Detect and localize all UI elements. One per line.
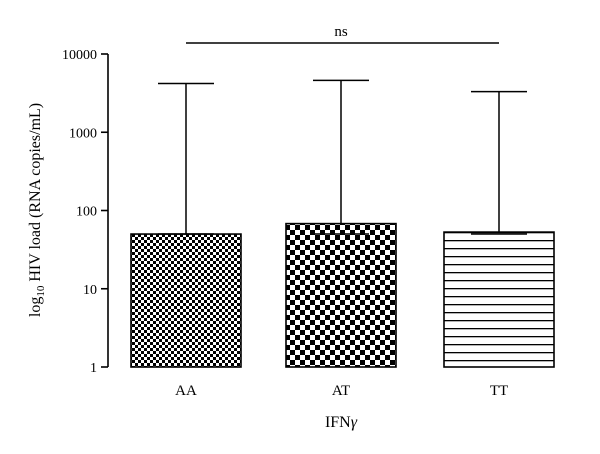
y-tick-label: 1000 [69,126,97,141]
y-tick-label: 10000 [62,48,97,63]
y-tick-label: 1 [90,361,97,376]
x-tick-label-at: AT [332,383,350,399]
y-axis-ticks: 1 10 100 1000 10000 [62,48,108,376]
x-tick-label-tt: TT [490,383,508,399]
bars-group [130,79,555,368]
significance-label: ns [334,24,348,40]
bar-at [285,222,397,368]
bar-aa [130,233,242,368]
y-axis-title: log10 HIV load (RNA copies/mL) [27,103,47,317]
bar-tt [443,231,555,368]
x-axis-tick-labels: AA AT TT [175,383,508,399]
y-tick-label: 10 [83,283,97,298]
y-tick-label: 100 [76,205,97,220]
x-tick-label-aa: AA [175,383,197,399]
x-axis-title: IFNγ [325,414,358,431]
